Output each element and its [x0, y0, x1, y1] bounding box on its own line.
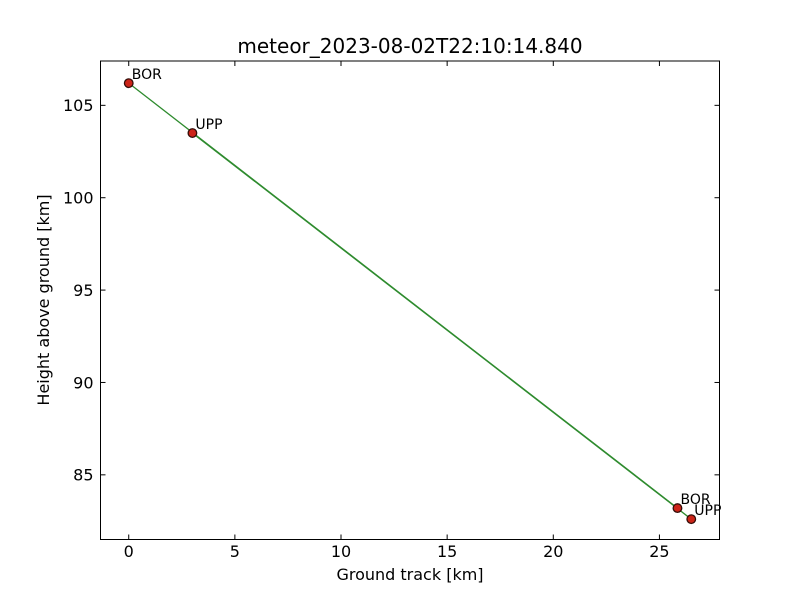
x-tick-label: 5 [230, 542, 240, 561]
data-point-marker [123, 78, 134, 89]
plot-frame [100, 60, 720, 540]
x-tick-label: 0 [124, 542, 134, 561]
y-tick-label: 85 [73, 466, 93, 485]
x-tick-label: 15 [437, 542, 457, 561]
station-label: BOR [132, 67, 162, 83]
data-point-marker [672, 503, 683, 514]
trajectory-line-upp [192, 132, 692, 520]
y-tick-label: 95 [73, 281, 93, 300]
x-axis-label: Ground track [km] [336, 565, 484, 584]
station-label: UPP [694, 503, 721, 519]
x-tick-label: 25 [649, 542, 669, 561]
y-tick-label: 105 [63, 96, 94, 115]
x-tick-label: 20 [543, 542, 563, 561]
x-tick-label: 10 [331, 542, 351, 561]
chart-title: meteor_2023-08-02T22:10:14.840 [237, 34, 583, 58]
data-point-marker [686, 514, 697, 525]
y-tick-label: 90 [73, 373, 93, 392]
data-point-marker [187, 128, 198, 139]
station-label: BOR [680, 492, 710, 508]
y-tick-label: 100 [63, 189, 94, 208]
station-label: UPP [195, 117, 222, 133]
y-axis-label: Height above ground [km] [34, 194, 53, 406]
